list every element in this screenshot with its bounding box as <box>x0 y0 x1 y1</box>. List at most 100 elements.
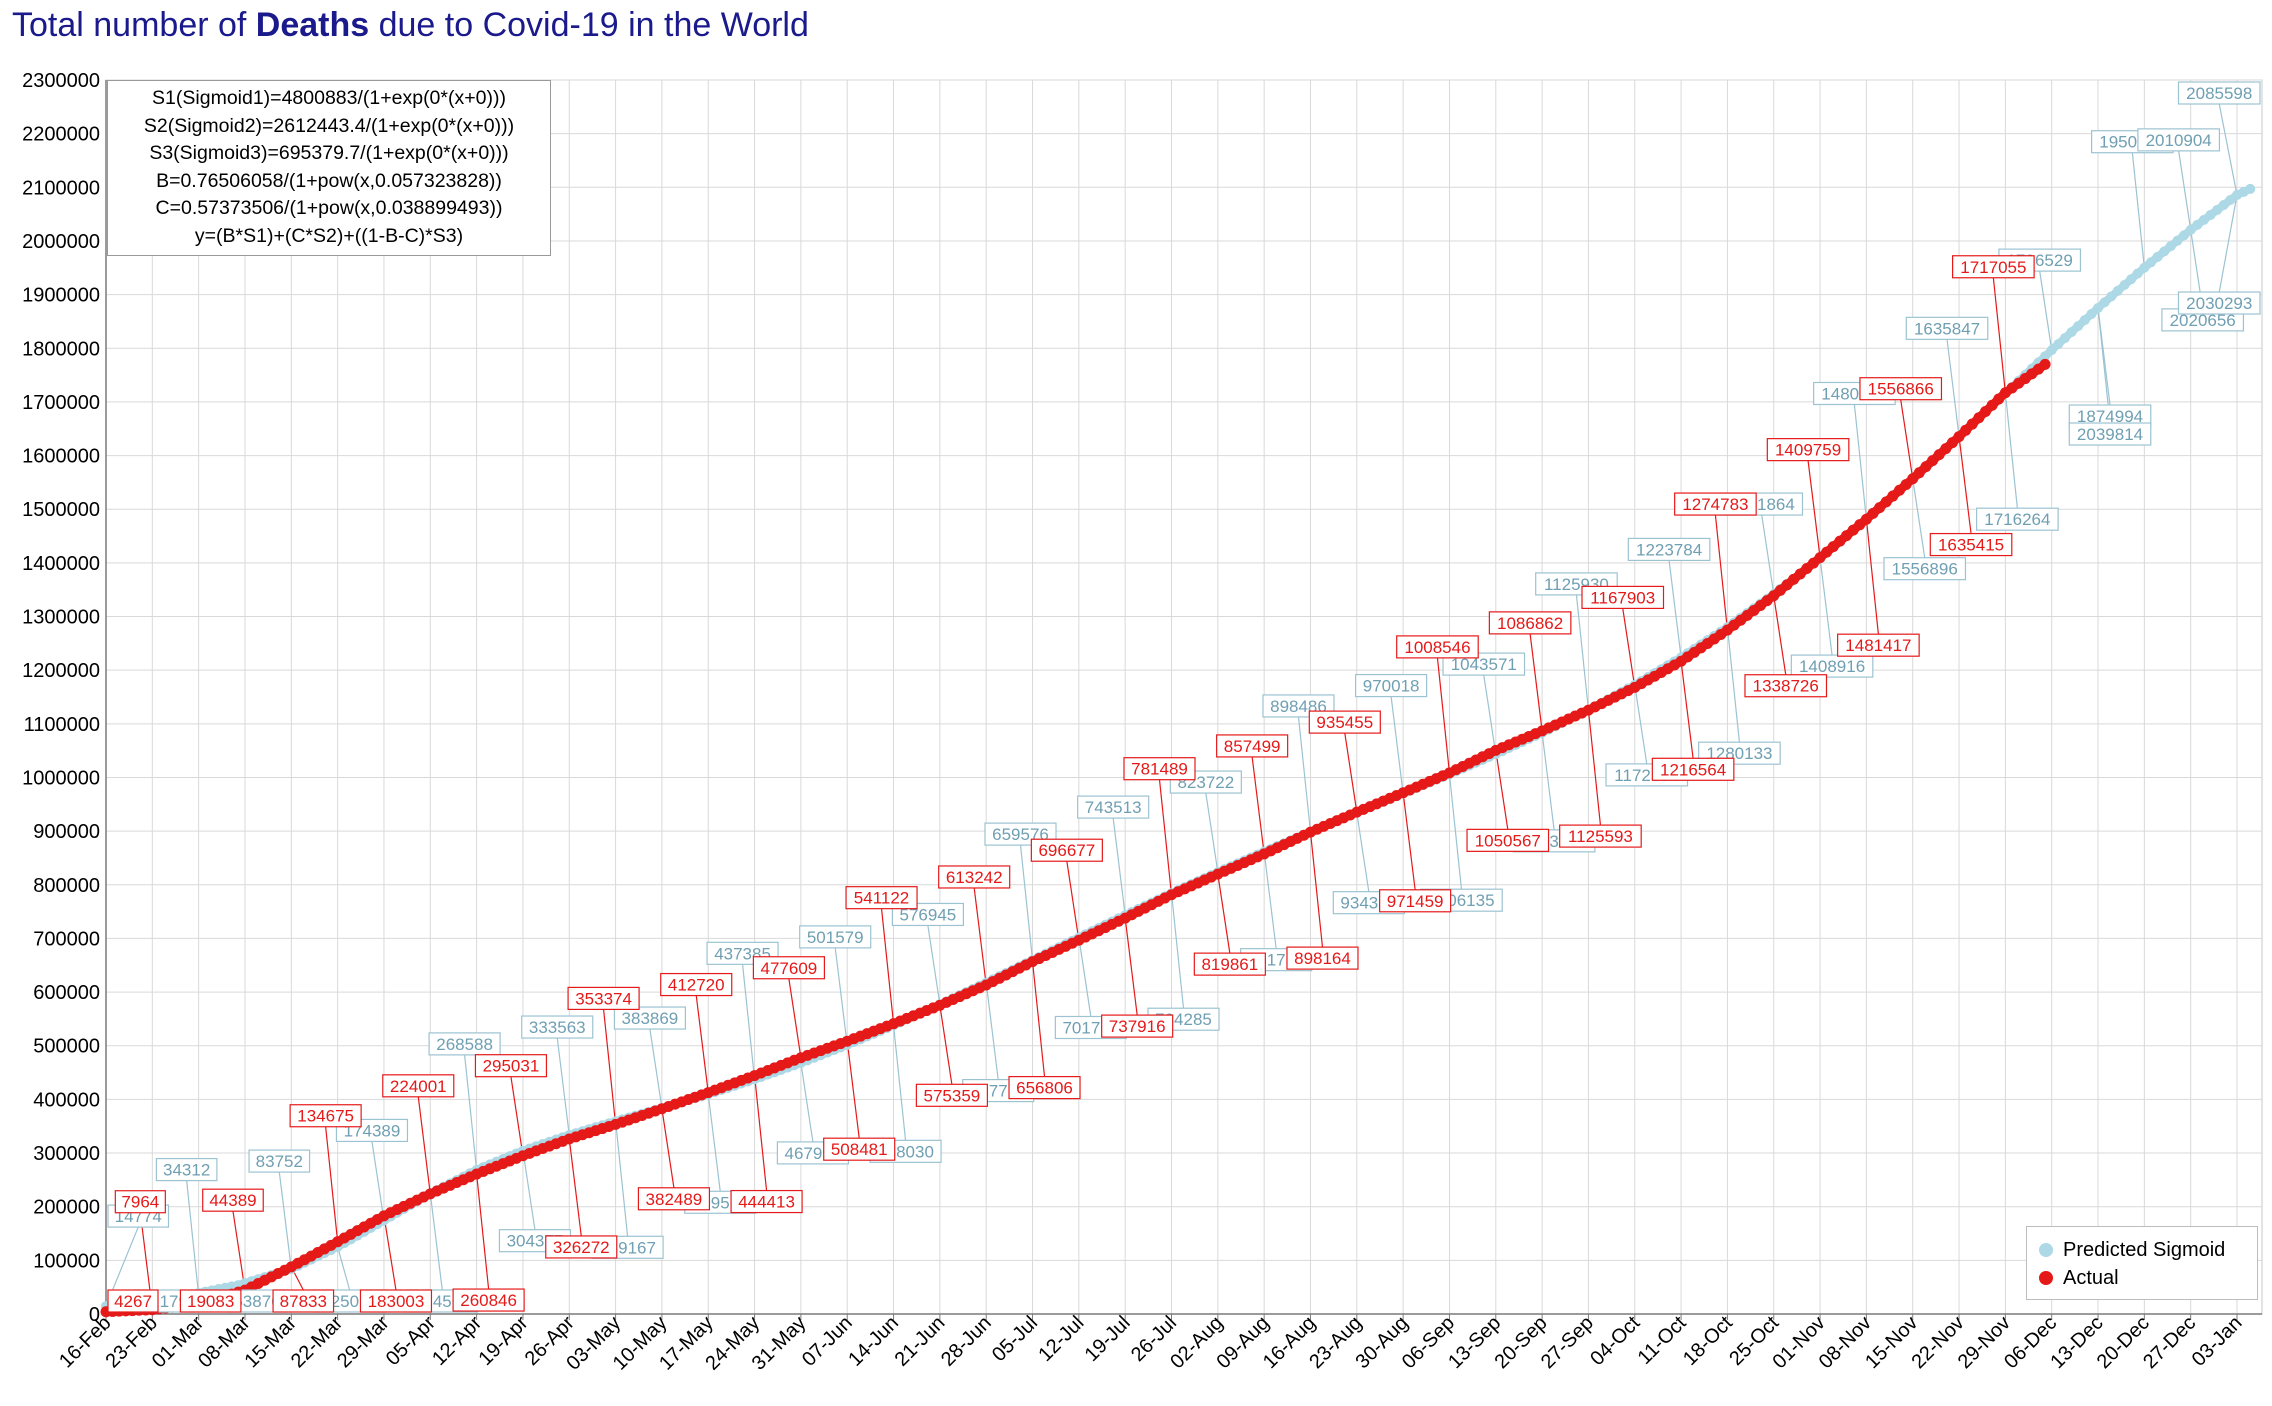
actual-leader <box>383 1215 397 1291</box>
actual-label-box <box>1651 757 1735 781</box>
predicted-leader <box>1448 774 1463 890</box>
predicted-leader <box>2178 150 2192 230</box>
actual-label-box <box>1123 757 1196 781</box>
y-tick-label: 1500000 <box>22 499 100 521</box>
predicted-leader <box>985 982 999 1080</box>
actual-label-box <box>637 1187 711 1211</box>
formula-b: B=0.76506058/(1+pow(x,0.057323828)) <box>156 169 502 192</box>
actual-label: 353374 <box>575 989 632 1008</box>
predicted-point <box>2040 351 2051 362</box>
actual-label: 87833 <box>280 1292 327 1311</box>
predicted-label-box <box>613 1006 687 1030</box>
predicted-leader <box>1668 560 1682 658</box>
actual-leader <box>661 1108 675 1188</box>
formula-y: y=(B*S1)+(C*S2)+((1-B-C)*S3) <box>194 224 464 247</box>
y-tick-label: 1400000 <box>22 553 100 575</box>
predicted-leader <box>927 925 941 1005</box>
predicted-leader <box>2131 152 2145 268</box>
predicted-leader <box>522 1150 536 1230</box>
y-tick-label: 1800000 <box>22 338 100 360</box>
plot-area <box>105 79 2263 1315</box>
y-tick-label: 0 <box>89 1304 100 1326</box>
actual-label: 1008546 <box>1404 638 1470 657</box>
y-tick-label: 1700000 <box>22 392 100 414</box>
predicted-point <box>2139 262 2150 273</box>
x-tick-label: 28-Jun <box>937 1312 996 1371</box>
predicted-leader <box>1483 675 1497 755</box>
predicted-point <box>2172 235 2183 246</box>
actual-label: 260846 <box>460 1291 517 1310</box>
actual-label-box <box>1559 824 1642 848</box>
predicted-label-box <box>428 1032 501 1056</box>
y-tick-label: 700000 <box>33 928 100 950</box>
title-suffix: due to Covid-19 in the World <box>369 6 809 44</box>
actual-leader <box>1865 519 1879 635</box>
actual-label-box <box>823 1137 896 1161</box>
predicted-leader <box>186 1180 200 1296</box>
predicted-point <box>2245 183 2256 194</box>
predicted-point <box>2132 268 2143 279</box>
predicted-label: 1556896 <box>1892 560 1958 579</box>
legend-marker-predicted <box>2039 1243 2053 1257</box>
predicted-label: 1043571 <box>1451 655 1517 674</box>
actual-label: 1481417 <box>1845 636 1911 655</box>
actual-leader <box>1529 633 1543 731</box>
y-tick-label: 100000 <box>33 1250 100 1272</box>
y-tick-label: 400000 <box>33 1089 100 1111</box>
y-tick-label: 500000 <box>33 1036 100 1058</box>
actual-leader <box>1066 861 1080 941</box>
predicted-label-box <box>2177 291 2261 315</box>
y-tick-label: 800000 <box>33 875 100 897</box>
actual-leader <box>1158 779 1173 895</box>
formula-s2: S2(Sigmoid2)=2612443.4/(1+exp(0*(x+0))) <box>143 114 515 137</box>
formula-s1: S1(Sigmoid1)=4800883/(1+exp(0*(x+0))) <box>152 87 506 109</box>
y-tick-label: 1000000 <box>22 767 100 789</box>
y-tick-label: 200000 <box>33 1197 100 1219</box>
actual-leader <box>1436 657 1451 773</box>
actual-leader <box>1992 277 2006 393</box>
predicted-leader <box>1634 684 1648 764</box>
predicted-point <box>2112 285 2123 296</box>
actual-label-box <box>730 1189 803 1214</box>
actual-label: 477609 <box>761 959 818 978</box>
predicted-leader <box>649 1028 663 1109</box>
actual-label-box <box>1396 635 1479 659</box>
actual-leader <box>973 887 987 986</box>
predicted-label: 2030293 <box>2186 294 2252 313</box>
predicted-label: 268588 <box>436 1035 493 1054</box>
actual-label: 295031 <box>483 1057 540 1076</box>
x-tick-label: 21-Jun <box>891 1312 950 1371</box>
predicted-leader <box>2097 307 2111 424</box>
actual-label-box <box>1286 946 1359 970</box>
predicted-label-box <box>2137 128 2221 152</box>
predicted-label: 1223784 <box>1636 540 1702 559</box>
actual-label-box <box>1766 438 1850 462</box>
actual-label: 19083 <box>187 1292 234 1311</box>
actual-leader <box>476 1173 490 1290</box>
actual-label: 1556866 <box>1868 380 1934 399</box>
actual-label-box <box>545 1235 618 1259</box>
actual-label-box <box>845 886 918 910</box>
predicted-label-box <box>1077 795 1150 819</box>
predicted-label: 1635847 <box>1914 319 1980 338</box>
predicted-point <box>2073 321 2084 332</box>
actual-label-box <box>1952 255 2035 279</box>
actual-leader <box>1217 874 1231 954</box>
grid-lines <box>105 79 2263 1315</box>
predicted-leader <box>337 1246 351 1291</box>
actual-label: 7964 <box>121 1193 159 1212</box>
predicted-point <box>2046 345 2057 356</box>
x-tick-label: 29-Mar <box>333 1312 394 1373</box>
actual-label: 444413 <box>738 1193 795 1212</box>
actual-leader <box>846 1041 860 1139</box>
predicted-point <box>2126 274 2137 285</box>
predicted-point <box>2119 279 2130 290</box>
predicted-leader <box>1112 818 1126 916</box>
predicted-leader <box>371 1141 385 1221</box>
actual-label-box <box>289 1104 362 1128</box>
y-tick-label: 2300000 <box>22 70 100 92</box>
predicted-leader <box>2039 271 2053 351</box>
y-tick-label: 2100000 <box>22 177 100 199</box>
x-tick-label: 04-Oct <box>1586 1312 1644 1370</box>
actual-leader <box>232 1211 246 1291</box>
